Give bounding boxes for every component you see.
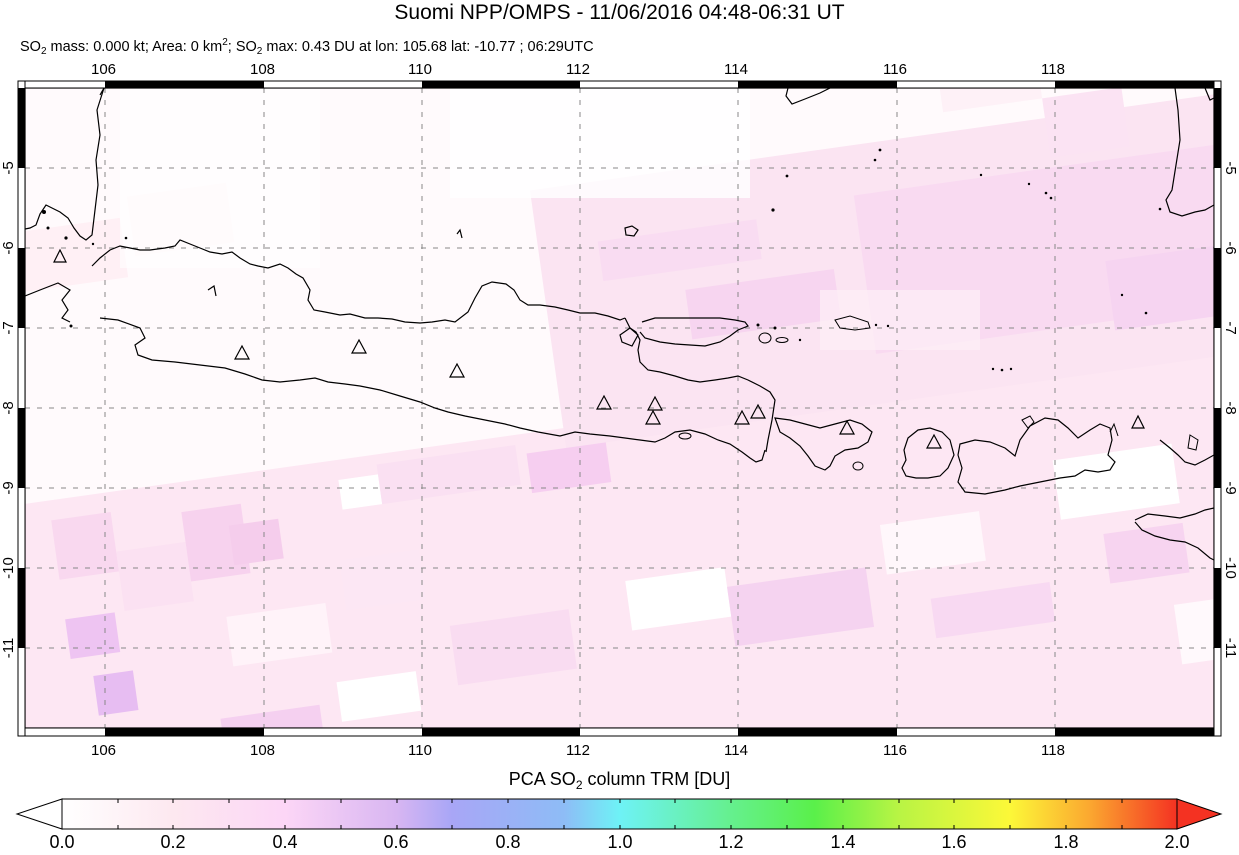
lat-label-left: -11 (0, 637, 17, 659)
colorbar-tick-label: 1.0 (607, 832, 633, 852)
colorbar-tick-label: 0.8 (495, 832, 521, 852)
frame-right (1213, 80, 1222, 737)
volcano-triangle-icon (53, 248, 67, 263)
lat-label-left: -8 (0, 401, 17, 415)
lon-label-bottom: 118 (1041, 742, 1065, 759)
volcano-triangle-icon (838, 419, 856, 435)
lon-label-top: 114 (724, 61, 748, 78)
map-title: Suomi NPP/OMPS - 11/06/2016 04:48-06:31 … (394, 1, 845, 24)
so2-map (17, 80, 1222, 737)
lon-label-bottom: 116 (883, 742, 907, 759)
lon-label-top: 112 (566, 61, 590, 78)
lat-label-right: -7 (1222, 321, 1239, 335)
volcano-markers (53, 248, 1145, 449)
colorbar-tick-label: 1.6 (941, 832, 967, 852)
volcano-triangle-icon (595, 394, 613, 410)
lat-label-right: -8 (1222, 401, 1239, 415)
lon-label-top: 118 (1041, 61, 1065, 78)
colorbar-ticks (117, 799, 1123, 829)
lon-label-bottom: 106 (91, 742, 117, 759)
lon-label-top: 110 (408, 61, 432, 78)
volcano-triangle-icon (644, 409, 662, 425)
so2-mass-area-text: mass: 0.000 kt; Area: 0 km (46, 39, 223, 55)
volcano-triangle-icon (233, 344, 251, 360)
volcano-triangle-icon (733, 409, 751, 425)
so2-heatmap (25, 88, 1214, 728)
frame-top (17, 80, 1222, 89)
volcano-triangle-icon (646, 395, 664, 411)
lat-label-right: -11 (1222, 637, 1239, 659)
colorbar-tick-label: 2.0 (1164, 832, 1190, 852)
lat-label-left: -7 (0, 321, 17, 335)
colorbar-tick-label: 1.4 (830, 832, 856, 852)
lon-label-bottom: 112 (566, 742, 590, 759)
frame-bottom (17, 727, 1222, 737)
volcano-triangle-icon (749, 403, 767, 419)
lon-label-top: 108 (250, 61, 276, 78)
frame-left (17, 80, 26, 737)
lat-label-left: -9 (0, 481, 17, 495)
so2-max-text: max: 0.43 DU at lon: 105.68 lat: -10.77 … (262, 39, 594, 55)
volcano-triangle-icon (925, 433, 943, 449)
volcano-triangle-icon (350, 338, 368, 354)
lat-label-right: -9 (1222, 481, 1239, 495)
colorbar-tick-label: 0.6 (383, 832, 409, 852)
map-subtitle: SO2 mass: 0.000 kt; Area: 0 km2; SO2 max… (20, 37, 594, 57)
colorbar-tick-label: 0.2 (160, 832, 186, 852)
colorbar-tick-label: 0.0 (49, 832, 75, 852)
colorbar-tick-label: 1.8 (1053, 832, 1079, 852)
lon-label-bottom: 108 (250, 742, 276, 759)
lat-label-left: -5 (0, 161, 17, 175)
coastlines (25, 88, 1214, 561)
colorbar-title: PCA SO2 column TRM [DU] (508, 769, 731, 792)
lat-label-left: -10 (0, 557, 17, 579)
lat-label-right: -5 (1222, 161, 1239, 175)
colorbar-max-arrow (1176, 798, 1223, 830)
lat-label-left: -6 (0, 241, 17, 255)
lat-label-right: -10 (1222, 557, 1239, 579)
so2-label: SO (20, 39, 41, 55)
islets (42, 148, 1162, 372)
islet-outlines (678, 315, 1199, 471)
lat-label-right: -6 (1222, 241, 1239, 255)
colorbar-tick-label: 1.2 (718, 832, 744, 852)
lon-label-top: 116 (883, 61, 907, 78)
colorbar (15, 798, 1223, 830)
lon-label-bottom: 110 (408, 742, 432, 759)
volcano-triangle-icon (448, 362, 466, 378)
colorbar-tick-label: 0.4 (272, 832, 298, 852)
lon-label-top: 106 (91, 61, 117, 78)
lon-label-bottom: 114 (724, 742, 748, 759)
volcano-triangle-icon (1131, 414, 1145, 429)
colorbar-min-arrow (15, 798, 63, 830)
